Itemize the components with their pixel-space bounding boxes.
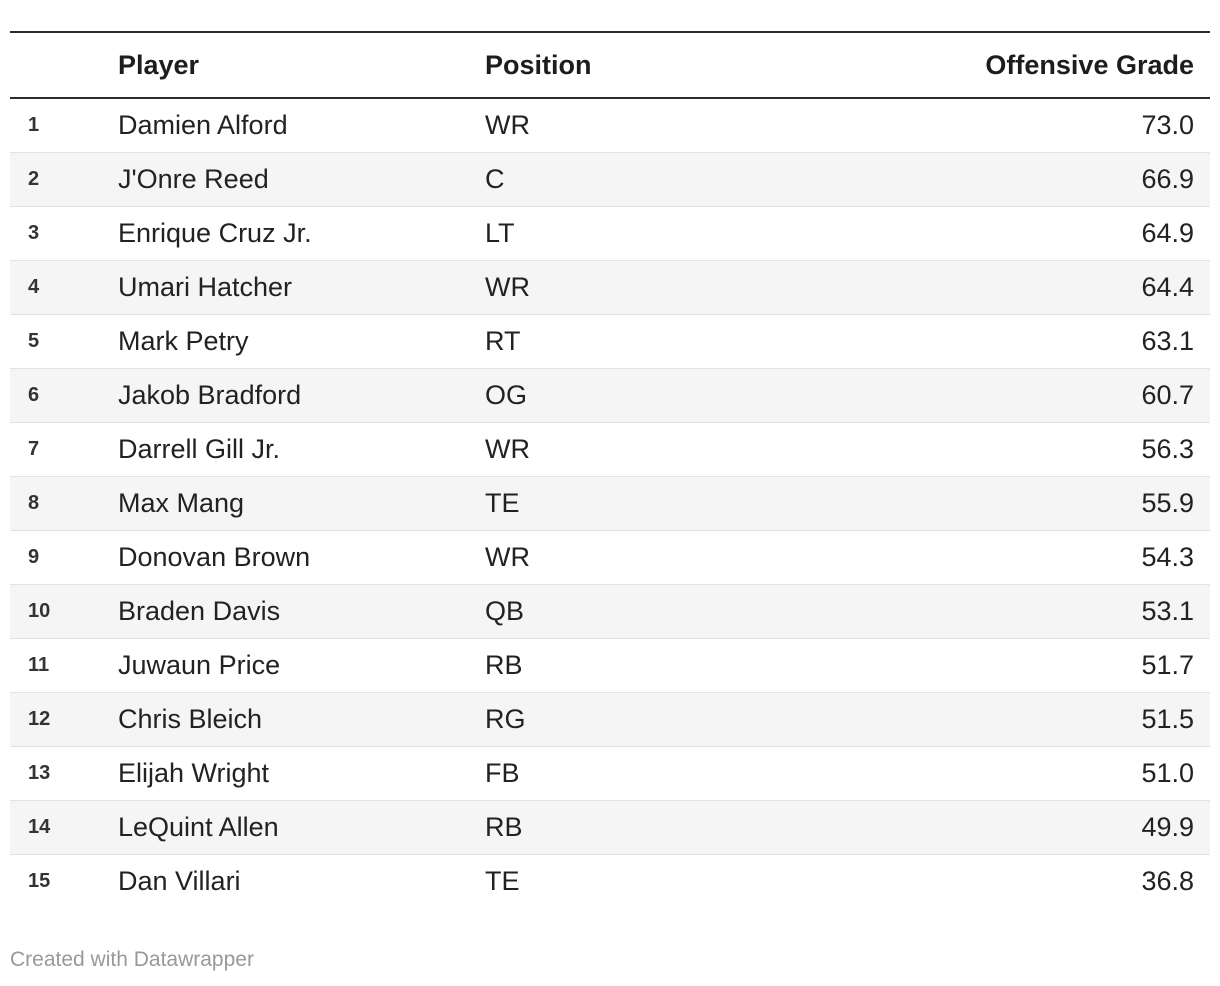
- rank-cell: 11: [10, 637, 118, 692]
- rank-cell: 5: [10, 313, 118, 368]
- position-cell: RG: [485, 691, 719, 746]
- player-cell: Chris Bleich: [118, 691, 485, 746]
- grade-cell: 54.3: [718, 529, 1210, 584]
- player-cell: Elijah Wright: [118, 745, 485, 800]
- grade-cell: 73.0: [1141, 109, 1194, 140]
- position-cell: TE: [485, 475, 719, 530]
- grade-cell: 49.9: [718, 799, 1210, 854]
- grade-cell: 63.1: [718, 313, 1210, 368]
- rank-cell: 1: [28, 113, 40, 136]
- table-body: 1 Damien Alford WR 73.0 2 J'Onre Reed C 66.9 3 En…: [10, 98, 1210, 908]
- position-cell: C: [485, 151, 719, 206]
- position-cell: OG: [485, 367, 719, 422]
- rank-cell: 6: [10, 367, 118, 422]
- grade-cell: 64.9: [718, 205, 1210, 260]
- player-cell: LeQuint Allen: [118, 799, 485, 854]
- grade-cell: 66.9: [718, 151, 1210, 206]
- table-row: 13 Elijah Wright FB 51.0: [10, 745, 1210, 800]
- player-cell: Umari Hatcher: [118, 259, 485, 314]
- player-cell: J'Onre Reed: [118, 151, 485, 206]
- player-cell: Enrique Cruz Jr.: [118, 205, 485, 260]
- table-row: 4 Umari Hatcher WR 64.4: [10, 259, 1210, 314]
- player-cell: Dan Villari: [118, 853, 485, 908]
- grade-cell: 55.9: [718, 475, 1210, 530]
- position-cell: WR: [485, 109, 530, 140]
- rank-cell: 8: [10, 475, 118, 530]
- table-header: Player Position Offensive Grade: [10, 32, 1210, 99]
- rank-cell: 13: [10, 745, 118, 800]
- position-cell: WR: [485, 421, 719, 476]
- table-row: 14 LeQuint Allen RB 49.9: [10, 799, 1210, 854]
- grade-cell: 60.7: [718, 367, 1210, 422]
- grade-cell: 51.5: [718, 691, 1210, 746]
- table-row: 5 Mark Petry RT 63.1: [10, 313, 1210, 368]
- position-cell: WR: [485, 259, 719, 314]
- table-row: 12 Chris Bleich RG 51.5: [10, 691, 1210, 746]
- position-cell: RB: [485, 637, 719, 692]
- player-cell: Mark Petry: [118, 313, 485, 368]
- player-cell: Donovan Brown: [118, 529, 485, 584]
- table-row: 2 J'Onre Reed C 66.9: [10, 151, 1210, 206]
- position-cell: TE: [485, 853, 719, 908]
- rank-cell: 10: [10, 583, 118, 638]
- header-offensive-grade: Offensive Grade: [718, 32, 1210, 99]
- players-table: Player Position Offensive Grade 1 Damien …: [10, 31, 1210, 908]
- rank-cell: 14: [10, 799, 118, 854]
- table-row: 9 Donovan Brown WR 54.3: [10, 529, 1210, 584]
- table-row: 6 Jakob Bradford OG 60.7: [10, 367, 1210, 422]
- player-cell: Max Mang: [118, 475, 485, 530]
- rank-cell: 9: [10, 529, 118, 584]
- grade-cell: 36.8: [718, 853, 1210, 908]
- rank-cell: 4: [10, 259, 118, 314]
- rank-cell: 15: [10, 853, 118, 908]
- grade-cell: 56.3: [718, 421, 1210, 476]
- players-table-container: Player Position Offensive Grade 1 Damien …: [10, 31, 1210, 908]
- rank-cell: 7: [10, 421, 118, 476]
- rank-cell: 12: [10, 691, 118, 746]
- position-cell: QB: [485, 583, 719, 638]
- player-cell: Darrell Gill Jr.: [118, 421, 485, 476]
- grade-cell: 51.0: [718, 745, 1210, 800]
- table-row: 7 Darrell Gill Jr. WR 56.3: [10, 421, 1210, 476]
- player-cell: Braden Davis: [118, 583, 485, 638]
- position-cell: RB: [485, 799, 719, 854]
- position-cell: FB: [485, 745, 719, 800]
- grade-cell: 53.1: [718, 583, 1210, 638]
- table-row: 11 Juwaun Price RB 51.7: [10, 637, 1210, 692]
- datawrapper-credit-link[interactable]: Created with Datawrapper: [10, 948, 254, 971]
- header-position: Position: [485, 32, 719, 99]
- position-cell: RT: [485, 313, 719, 368]
- position-cell: LT: [485, 205, 719, 260]
- table-row: 10 Braden Davis QB 53.1: [10, 583, 1210, 638]
- player-cell: Juwaun Price: [118, 637, 485, 692]
- player-cell: Jakob Bradford: [118, 367, 485, 422]
- rank-cell: 2: [10, 151, 118, 206]
- player-cell: Damien Alford: [118, 109, 288, 140]
- header-row: Player Position Offensive Grade: [10, 32, 1210, 99]
- rank-cell: 3: [10, 205, 118, 260]
- grade-cell: 51.7: [718, 637, 1210, 692]
- table-row: 8 Max Mang TE 55.9: [10, 475, 1210, 530]
- position-cell: WR: [485, 529, 719, 584]
- header-player: Player: [118, 32, 485, 99]
- table-row: 3 Enrique Cruz Jr. LT 64.9: [10, 205, 1210, 260]
- table-row: 1 Damien Alford WR 73.0: [10, 98, 1210, 152]
- grade-cell: 64.4: [718, 259, 1210, 314]
- table-row: 15 Dan Villari TE 36.8: [10, 853, 1210, 908]
- header-rank: [10, 32, 118, 99]
